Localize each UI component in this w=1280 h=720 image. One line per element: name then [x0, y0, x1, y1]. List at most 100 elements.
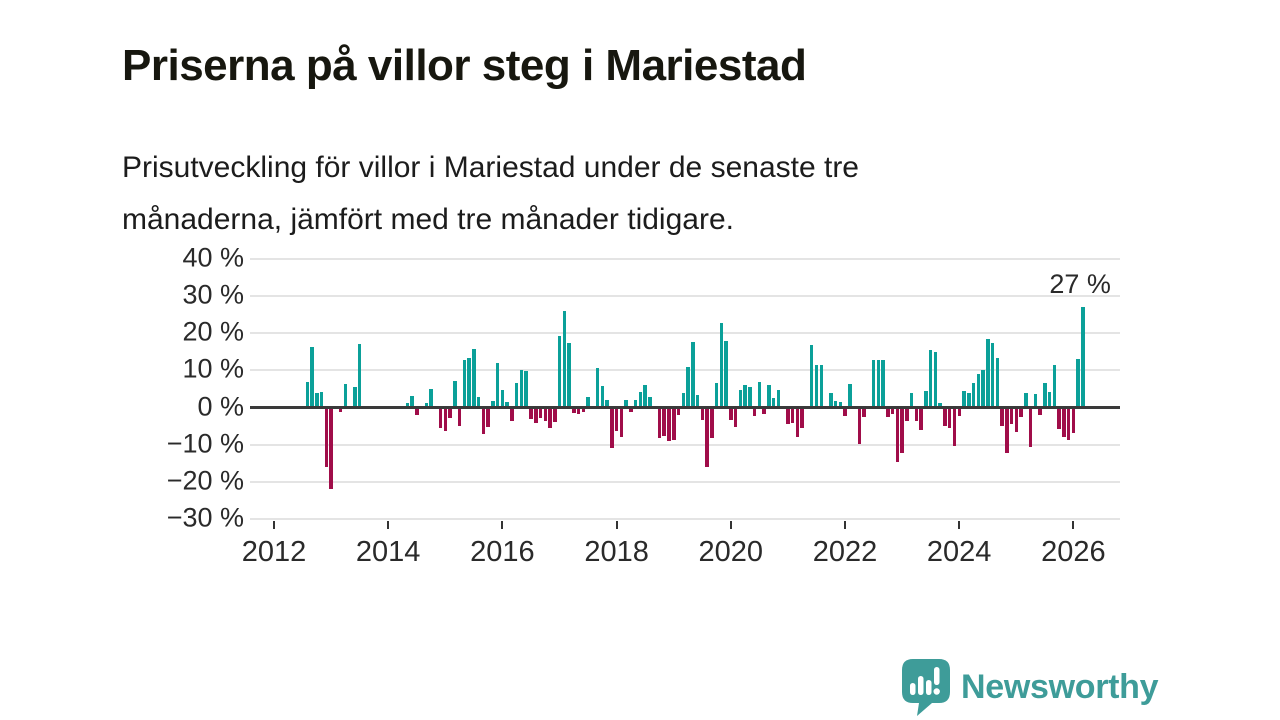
bar — [305, 381, 310, 408]
bar — [553, 407, 557, 423]
bar — [481, 407, 486, 435]
x-axis-label: 2024 — [926, 536, 992, 568]
y-axis-label: −30 % — [166, 502, 244, 533]
x-axis-tick — [729, 521, 732, 529]
bar — [843, 407, 847, 416]
bar — [662, 407, 666, 437]
bar — [410, 395, 414, 408]
bar — [610, 407, 614, 449]
bar — [543, 407, 547, 421]
newsworthy-logo-icon — [902, 659, 950, 716]
y-gridline — [250, 518, 1120, 521]
bar — [900, 407, 904, 453]
bar — [319, 391, 324, 408]
bar — [762, 407, 766, 415]
bar — [976, 374, 980, 408]
bar — [1047, 391, 1052, 408]
bar — [443, 407, 448, 431]
x-axis-tick — [844, 521, 846, 529]
bar — [933, 352, 938, 408]
bar — [857, 407, 861, 444]
bar — [905, 407, 909, 421]
y-axis-label: 20 % — [182, 316, 244, 347]
bar — [971, 382, 976, 408]
bar — [1071, 407, 1076, 433]
bar — [962, 390, 966, 408]
bar — [752, 407, 757, 417]
bar — [862, 407, 866, 417]
bar — [786, 407, 790, 424]
bar — [919, 407, 923, 430]
logo-bar-tall — [926, 680, 932, 695]
bar — [1024, 393, 1028, 408]
bar — [676, 407, 681, 415]
bar — [429, 388, 433, 408]
bar — [748, 387, 752, 408]
y-axis-label: 10 % — [182, 353, 244, 384]
bar — [1028, 407, 1033, 447]
bar — [534, 407, 538, 423]
bar — [672, 407, 676, 440]
bar — [667, 407, 671, 441]
x-axis-label: 2012 — [241, 536, 307, 568]
bar — [467, 358, 471, 408]
logo-bar-short — [910, 683, 916, 695]
bar — [714, 382, 719, 408]
bar — [771, 397, 776, 408]
bar — [686, 366, 690, 408]
bar — [833, 400, 838, 408]
bar — [838, 401, 842, 408]
bar — [829, 392, 833, 408]
bar — [572, 407, 576, 414]
bar — [1043, 382, 1047, 408]
x-axis-tick — [501, 521, 504, 529]
y-axis-label: 30 % — [182, 279, 244, 310]
bar — [424, 403, 428, 408]
bar — [700, 407, 704, 421]
bar — [357, 344, 362, 408]
bar — [643, 385, 647, 408]
bar — [548, 407, 552, 428]
x-axis-tick — [958, 521, 961, 529]
bar — [738, 389, 743, 408]
y-gridline — [250, 443, 1120, 446]
bar — [567, 342, 571, 408]
bar — [510, 407, 514, 421]
logo-exclamation-bar — [934, 667, 940, 685]
bar — [695, 395, 700, 408]
bar — [814, 364, 819, 408]
bar — [943, 407, 947, 427]
y-axis-label: −20 % — [166, 465, 244, 496]
bar — [995, 357, 999, 408]
bar — [729, 407, 733, 421]
y-gridline — [250, 257, 1120, 260]
bar — [514, 382, 519, 408]
bar — [1005, 407, 1009, 453]
x-axis-tick — [615, 521, 618, 529]
bar — [657, 407, 662, 439]
bar — [710, 407, 714, 439]
x-axis-label: 2016 — [470, 536, 535, 568]
bar — [600, 386, 605, 408]
bar — [947, 407, 952, 428]
bar — [914, 407, 919, 421]
bar — [990, 342, 995, 408]
bar — [1066, 407, 1071, 440]
bar — [691, 342, 695, 408]
bar — [790, 407, 795, 424]
bar — [886, 407, 890, 417]
bar — [595, 368, 600, 408]
bar — [1014, 407, 1019, 432]
y-axis-label: 0 % — [197, 390, 244, 421]
zero-axis-line — [250, 406, 1120, 409]
y-gridline — [250, 332, 1120, 335]
y-axis-label: 40 % — [182, 241, 244, 272]
x-axis-tick — [273, 521, 275, 529]
bar — [909, 393, 914, 408]
bar — [315, 392, 319, 408]
bar — [848, 384, 852, 408]
bar — [648, 396, 652, 408]
bar — [329, 407, 333, 489]
bar — [505, 402, 509, 408]
